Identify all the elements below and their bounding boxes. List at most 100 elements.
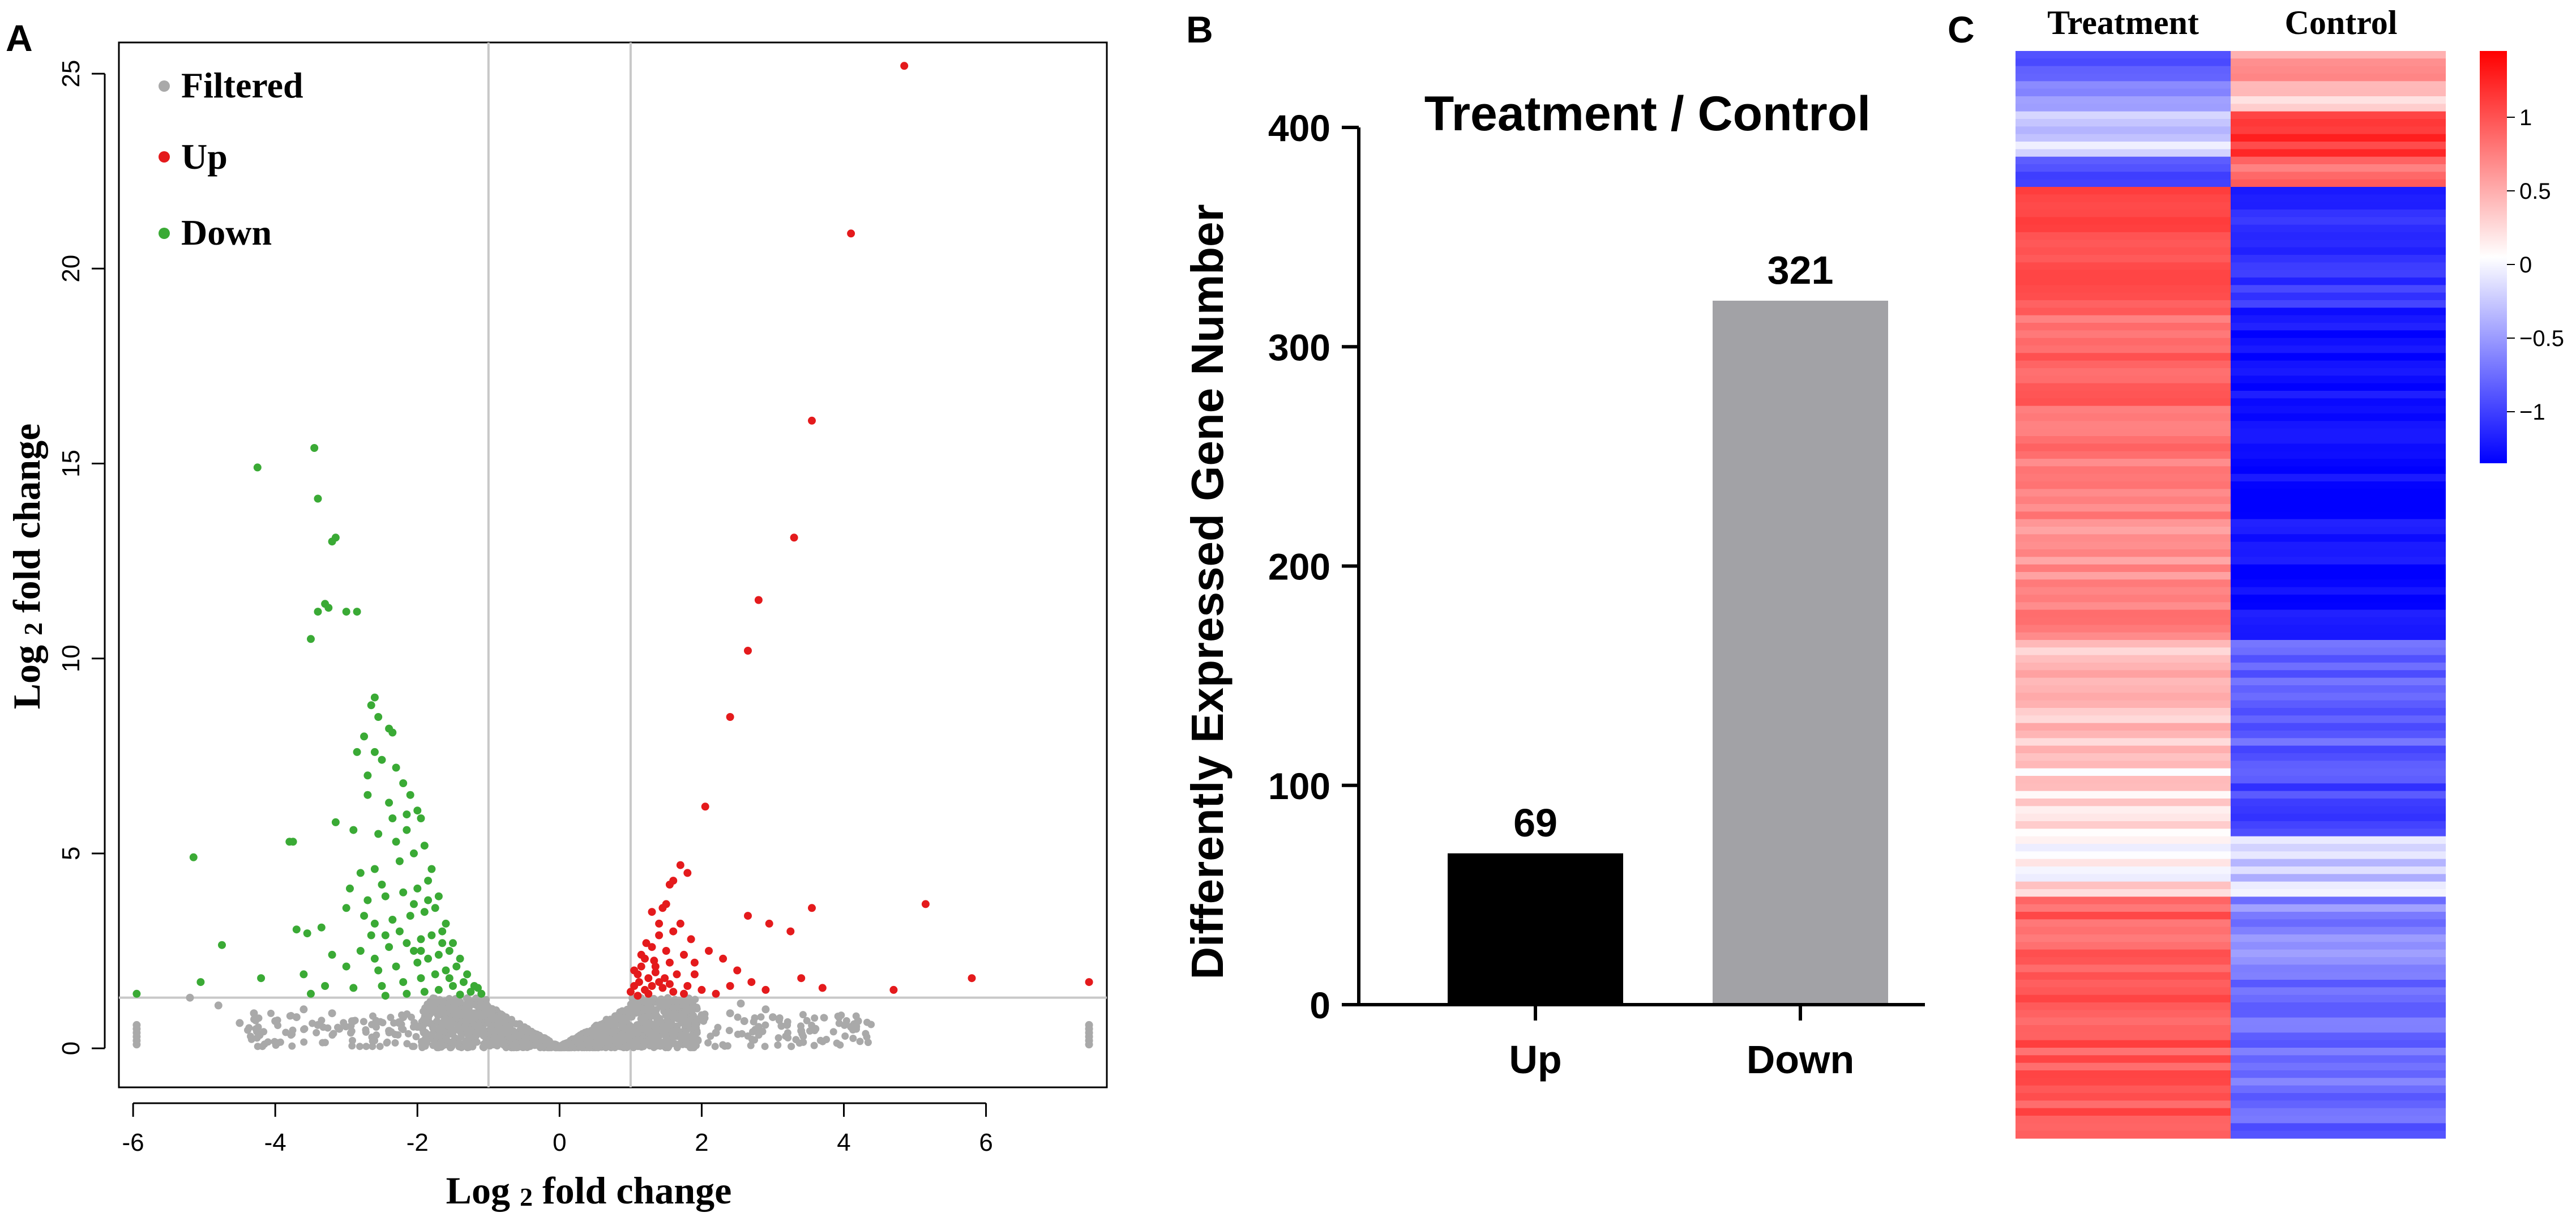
filtered-point bbox=[456, 998, 464, 1006]
filtered-point bbox=[420, 1007, 427, 1015]
filtered-point bbox=[330, 1030, 337, 1038]
down-point bbox=[314, 494, 322, 503]
heatmap-cell-control bbox=[2231, 300, 2446, 308]
heatmap-cell-treatment bbox=[2016, 292, 2231, 301]
heatmap-cell-control bbox=[2231, 602, 2446, 610]
heatmap-cell-treatment bbox=[2016, 738, 2231, 746]
filtered-point bbox=[774, 1041, 782, 1049]
heatmap-cell-treatment bbox=[2016, 964, 2231, 973]
filtered-point bbox=[348, 1042, 356, 1050]
down-point bbox=[378, 982, 386, 990]
filtered-point bbox=[693, 1029, 701, 1036]
down-point bbox=[445, 974, 453, 983]
filtered-point bbox=[427, 1006, 435, 1014]
heatmap-cell-treatment bbox=[2016, 353, 2231, 361]
up-point bbox=[669, 988, 678, 996]
filtered-point bbox=[775, 1017, 783, 1024]
heatmap-cell-treatment bbox=[2016, 655, 2231, 663]
filtered-point bbox=[267, 1009, 275, 1017]
heatmap-cell-treatment bbox=[2016, 768, 2231, 776]
heatmap-cell-control bbox=[2231, 210, 2446, 217]
heatmap-cell-control bbox=[2231, 1085, 2446, 1094]
up-point bbox=[648, 908, 656, 916]
filtered-point bbox=[757, 1013, 765, 1021]
heatmap-cell-treatment bbox=[2016, 111, 2231, 119]
heatmap-cell-treatment bbox=[2016, 345, 2231, 353]
heatmap-cell-control bbox=[2231, 957, 2446, 965]
down-point bbox=[410, 849, 418, 857]
heatmap-cell-control bbox=[2231, 126, 2446, 135]
filtered-point bbox=[502, 1024, 510, 1032]
down-point bbox=[353, 608, 361, 616]
up-point bbox=[705, 947, 713, 955]
heatmap-cell-control bbox=[2231, 904, 2446, 912]
down-point bbox=[392, 763, 400, 772]
filtered-point bbox=[634, 1000, 642, 1007]
down-point bbox=[370, 919, 379, 928]
volcano-plot-frame bbox=[118, 41, 1108, 1088]
heatmap-cell-control bbox=[2231, 670, 2446, 678]
heatmap-cell-control bbox=[2231, 436, 2446, 444]
heatmap-cell-treatment bbox=[2016, 262, 2231, 271]
filtered-point bbox=[335, 1024, 344, 1033]
filtered-point bbox=[538, 1043, 546, 1051]
up-point bbox=[808, 416, 816, 425]
heatmap-cell-control bbox=[2231, 81, 2446, 89]
up-point bbox=[726, 982, 734, 990]
filtered-point bbox=[711, 1043, 719, 1051]
heatmap-cell-control bbox=[2231, 405, 2446, 414]
heatmap-cell-treatment bbox=[2016, 806, 2231, 814]
heatmap-cell-control bbox=[2231, 791, 2446, 799]
filtered-point bbox=[132, 1040, 141, 1049]
heatmap-cell-control bbox=[2231, 247, 2446, 255]
heatmap-cell-treatment bbox=[2016, 1055, 2231, 1064]
filtered-point bbox=[236, 1019, 244, 1027]
heatmap-colorbar-ticks: 1 0.5 0 −0.5 −1 bbox=[2507, 105, 2564, 425]
heatmap-cell-treatment bbox=[2016, 58, 2231, 67]
heatmap-cell-treatment bbox=[2016, 896, 2231, 905]
y-tick-label: 20 bbox=[57, 255, 85, 283]
down-point bbox=[307, 635, 315, 643]
x-tick-label: 4 bbox=[837, 1129, 850, 1156]
down-point bbox=[132, 989, 141, 998]
heatmap-cell-treatment bbox=[2016, 338, 2231, 346]
up-point bbox=[698, 985, 706, 994]
filtered-point bbox=[463, 994, 470, 1002]
heatmap-cell-control bbox=[2231, 74, 2446, 82]
down-point bbox=[356, 869, 365, 877]
heatmap-cell-control bbox=[2231, 202, 2446, 210]
heatmap-cell-control bbox=[2231, 134, 2446, 142]
heatmap-cell-treatment bbox=[2016, 587, 2231, 595]
panel-b-letter: B bbox=[1186, 8, 1213, 50]
heatmap-cell-treatment bbox=[2016, 761, 2231, 769]
heatmap-cell-control bbox=[2231, 375, 2446, 384]
down-point bbox=[363, 791, 372, 799]
filtered-point bbox=[448, 1038, 455, 1046]
filtered-point bbox=[576, 1031, 584, 1039]
colorbar-tick-label: 0.5 bbox=[2519, 179, 2551, 204]
filtered-point bbox=[255, 1014, 263, 1022]
filtered-point bbox=[641, 1005, 649, 1014]
heatmap-cell-control bbox=[2231, 806, 2446, 814]
up-point bbox=[690, 958, 699, 967]
down-point bbox=[413, 806, 422, 815]
heatmap-cell-control bbox=[2231, 270, 2446, 278]
filtered-point bbox=[734, 1013, 742, 1021]
volcano-points bbox=[132, 62, 1093, 1052]
filtered-point bbox=[461, 1017, 469, 1024]
filtered-point bbox=[811, 1024, 820, 1033]
up-point bbox=[921, 900, 930, 908]
up-point bbox=[690, 970, 699, 979]
up-point bbox=[680, 950, 688, 959]
heatmap-cell-treatment bbox=[2016, 663, 2231, 671]
filtered-point bbox=[661, 1023, 669, 1031]
heatmap-cell-control bbox=[2231, 768, 2446, 776]
down-point bbox=[381, 931, 390, 940]
filtered-point bbox=[704, 1039, 712, 1047]
heatmap-cell-control bbox=[2231, 1130, 2446, 1139]
heatmap-cell-treatment bbox=[2016, 330, 2231, 339]
filtered-point bbox=[427, 1031, 436, 1039]
up-point bbox=[669, 927, 678, 936]
filtered-point bbox=[413, 1023, 422, 1031]
heatmap-cell-control bbox=[2231, 527, 2446, 535]
